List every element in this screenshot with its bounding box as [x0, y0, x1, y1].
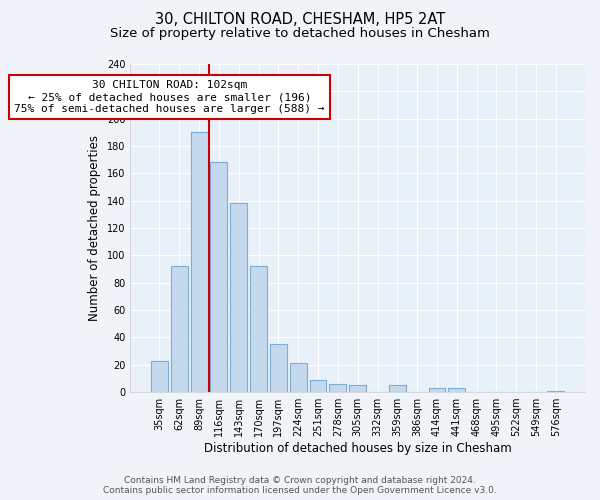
Bar	[547, 390, 565, 392]
Text: 30, CHILTON ROAD, CHESHAM, HP5 2AT: 30, CHILTON ROAD, CHESHAM, HP5 2AT	[155, 12, 445, 28]
Bar	[211, 162, 227, 392]
X-axis label: Distribution of detached houses by size in Chesham: Distribution of detached houses by size …	[204, 442, 512, 455]
Bar	[290, 364, 307, 392]
Bar	[151, 360, 168, 392]
Bar	[310, 380, 326, 392]
Bar	[329, 384, 346, 392]
Bar	[250, 266, 267, 392]
Bar	[448, 388, 465, 392]
Y-axis label: Number of detached properties: Number of detached properties	[88, 135, 101, 321]
Bar	[270, 344, 287, 392]
Text: 30 CHILTON ROAD: 102sqm
← 25% of detached houses are smaller (196)
75% of semi-d: 30 CHILTON ROAD: 102sqm ← 25% of detache…	[14, 80, 325, 114]
Bar	[428, 388, 445, 392]
Text: Contains HM Land Registry data © Crown copyright and database right 2024.
Contai: Contains HM Land Registry data © Crown c…	[103, 476, 497, 495]
Bar	[230, 204, 247, 392]
Text: Size of property relative to detached houses in Chesham: Size of property relative to detached ho…	[110, 28, 490, 40]
Bar	[389, 385, 406, 392]
Bar	[171, 266, 188, 392]
Bar	[191, 132, 208, 392]
Bar	[349, 385, 366, 392]
